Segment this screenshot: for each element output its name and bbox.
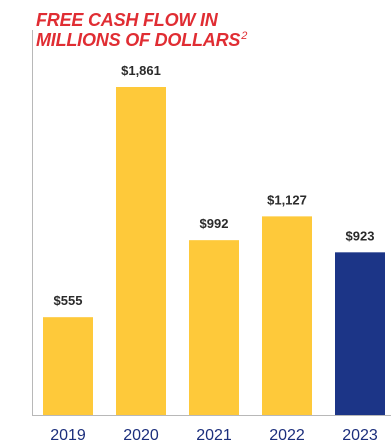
value-label-2022: $1,127 [267, 192, 307, 207]
bars-group [43, 87, 385, 415]
x-tick-label-2023: 2023 [342, 427, 378, 444]
chart-title-line-2: MILLIONS OF DOLLARS2 [36, 30, 247, 50]
x-tick-labels-group: 2019 2020 2021 2022 2023 [50, 427, 378, 444]
bar-2021 [189, 240, 239, 415]
bar-2020 [116, 87, 166, 415]
bar-2022 [262, 216, 312, 415]
value-labels-group: $555 $1,861 $992 $1,127 $923 [54, 63, 375, 308]
bar-2023 [335, 252, 385, 415]
chart-title-line-1: FREE CASH FLOW IN [36, 10, 218, 30]
value-label-2020: $1,861 [121, 63, 161, 78]
x-tick-label-2021: 2021 [196, 427, 232, 444]
value-label-2023: $923 [346, 228, 375, 243]
x-tick-label-2022: 2022 [269, 427, 305, 444]
value-label-2019: $555 [54, 293, 83, 308]
footnote-marker: 2 [241, 30, 248, 42]
value-label-2021: $992 [200, 216, 229, 231]
bar-2019 [43, 317, 93, 415]
x-tick-label-2019: 2019 [50, 427, 86, 444]
chart-title-line-2-text: MILLIONS OF DOLLARS [36, 30, 241, 50]
x-tick-label-2020: 2020 [123, 427, 159, 444]
chart-title: FREE CASH FLOW IN MILLIONS OF DOLLARS2 [36, 10, 247, 50]
